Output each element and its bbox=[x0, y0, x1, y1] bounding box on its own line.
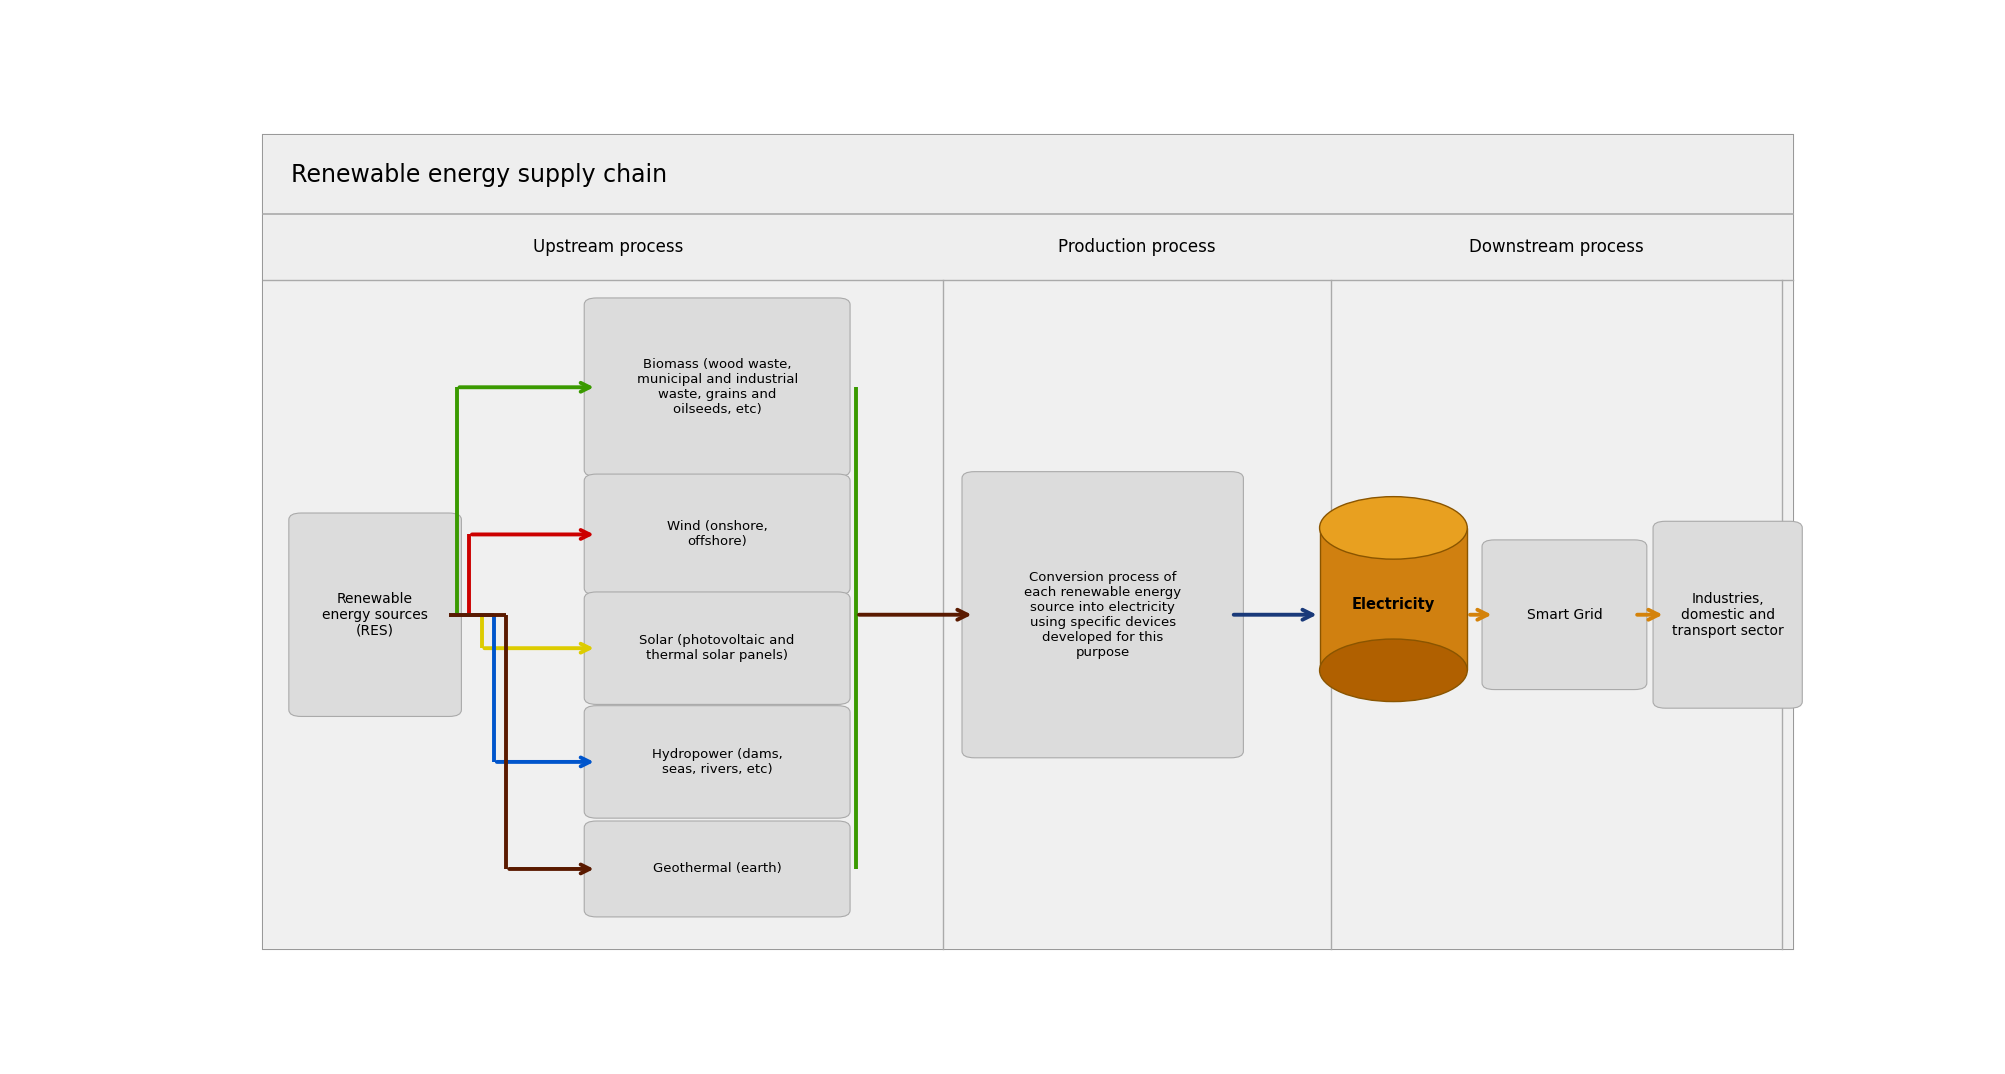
Text: Downstream process: Downstream process bbox=[1468, 238, 1644, 256]
Text: Industries,
domestic and
transport sector: Industries, domestic and transport secto… bbox=[1670, 592, 1782, 638]
FancyBboxPatch shape bbox=[583, 592, 850, 705]
Text: Renewable
energy sources
(RES): Renewable energy sources (RES) bbox=[323, 592, 427, 638]
FancyBboxPatch shape bbox=[962, 471, 1243, 758]
Text: Conversion process of
each renewable energy
source into electricity
using specif: Conversion process of each renewable ene… bbox=[1025, 570, 1181, 658]
FancyBboxPatch shape bbox=[583, 474, 850, 595]
Text: Hydropower (dams,
seas, rivers, etc): Hydropower (dams, seas, rivers, etc) bbox=[652, 748, 782, 775]
Text: Wind (onshore,
offshore): Wind (onshore, offshore) bbox=[666, 521, 768, 549]
Text: Electricity: Electricity bbox=[1351, 597, 1434, 612]
Text: Upstream process: Upstream process bbox=[533, 238, 684, 256]
Text: Biomass (wood waste,
municipal and industrial
waste, grains and
oilseeds, etc): Biomass (wood waste, municipal and indus… bbox=[636, 359, 798, 417]
Ellipse shape bbox=[1319, 639, 1466, 701]
Text: Renewable energy supply chain: Renewable energy supply chain bbox=[291, 163, 668, 187]
FancyBboxPatch shape bbox=[289, 513, 461, 716]
FancyBboxPatch shape bbox=[263, 280, 1792, 949]
Ellipse shape bbox=[1319, 496, 1466, 560]
FancyBboxPatch shape bbox=[263, 214, 1792, 280]
Polygon shape bbox=[1319, 528, 1466, 670]
FancyBboxPatch shape bbox=[583, 706, 850, 818]
FancyBboxPatch shape bbox=[1482, 540, 1646, 690]
FancyBboxPatch shape bbox=[583, 821, 850, 917]
FancyBboxPatch shape bbox=[263, 135, 1792, 949]
Text: Production process: Production process bbox=[1057, 238, 1215, 256]
Text: Solar (photovoltaic and
thermal solar panels): Solar (photovoltaic and thermal solar pa… bbox=[640, 634, 794, 663]
FancyBboxPatch shape bbox=[1652, 521, 1800, 708]
Text: Geothermal (earth): Geothermal (earth) bbox=[652, 862, 782, 875]
FancyBboxPatch shape bbox=[583, 297, 850, 477]
Text: Smart Grid: Smart Grid bbox=[1526, 608, 1602, 622]
FancyBboxPatch shape bbox=[263, 135, 1792, 214]
